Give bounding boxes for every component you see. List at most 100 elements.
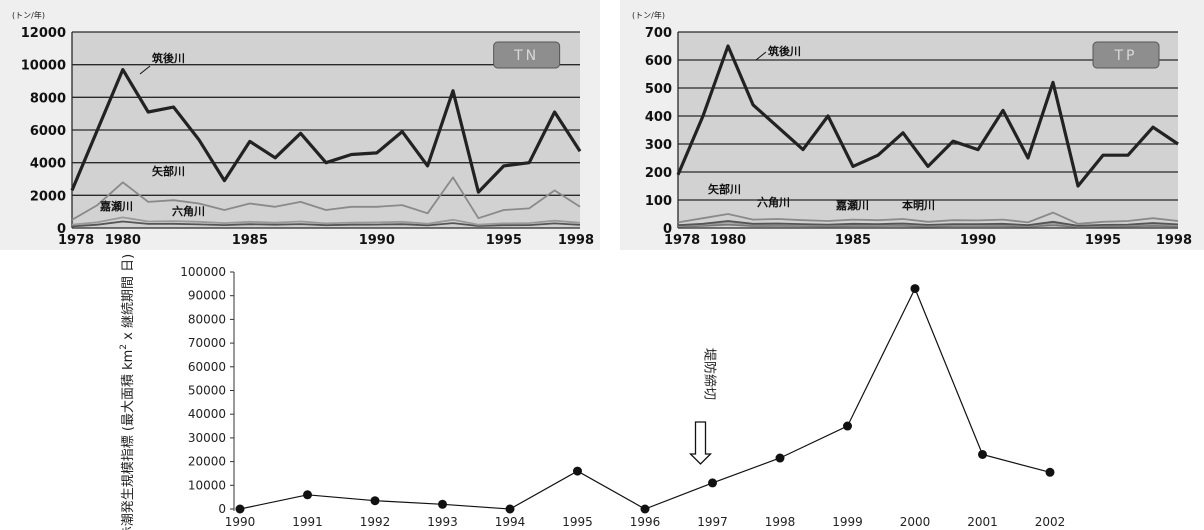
badge-label: TP (1114, 48, 1138, 64)
y-tick-label: 40000 (188, 407, 226, 421)
badge-box (1092, 41, 1160, 69)
y-tick-label: 60000 (188, 360, 226, 374)
tp-svg: 0 100 200 300 400 500 600 700 (トン/年) 1978 1980 1985… (632, 10, 1192, 248)
y-tick-label: 10000 (188, 478, 226, 492)
y-tick-label: 10000 (21, 59, 66, 74)
data-point (505, 504, 515, 514)
y-tick-label: 8000 (30, 91, 66, 106)
series-line (70, 67, 582, 194)
tn-svg: 0 2000 4000 6000 8000 10000 12000 (トン/年) 1978 198… (12, 10, 594, 248)
tp-chart: 0 100 200 300 400 500 600 700 (トン/年) 1978 1980 1985… (620, 0, 1204, 250)
tn-chart: 0 2000 4000 6000 8000 10000 12000 (トン/年) 1978 198… (0, 0, 600, 250)
y-tick-label: 100000 (180, 265, 226, 279)
x-tick-label: 1995 (486, 233, 522, 248)
data-point (370, 496, 380, 506)
y-tick-label: 80000 (188, 312, 226, 326)
series-label: 六角川 (757, 195, 790, 209)
data-point (640, 504, 650, 514)
x-tick-label: 1980 (105, 233, 141, 248)
y-tick-label: 12000 (21, 26, 66, 41)
y-axis-title-part: x 継続期間 日) (121, 254, 136, 344)
x-tick-label: 1994 (495, 515, 526, 529)
y-tick-label: 4000 (30, 157, 66, 172)
series-label: 矢部川 (152, 164, 185, 178)
x-tick-label: 1995 (562, 515, 593, 529)
y-tick-label: 20000 (188, 455, 226, 469)
y-axis-title-part: 赤潮発生規模指標 (最大面積 km (121, 350, 136, 530)
data-point (708, 478, 717, 488)
data-point (303, 490, 312, 500)
series-label: 本明川 (902, 198, 935, 212)
annotation-label: 堤防締切 (702, 348, 718, 400)
y-tick-label: 700 (645, 26, 672, 41)
y-axis-title: 赤潮発生規模指標 (最大面積 km2 x 継続期間 日) (119, 254, 136, 530)
unit-label: (トン/年) (632, 10, 665, 20)
x-tick-label: 1995 (1085, 233, 1121, 248)
y-tick-label: 200 (645, 166, 672, 181)
x-tick-label: 1997 (697, 515, 728, 529)
data-point (775, 453, 785, 463)
x-tick-label: 1978 (58, 233, 94, 248)
series-label: 矢部川 (708, 182, 741, 196)
x-tick-label: 1980 (710, 233, 746, 248)
y-tick-label: 50000 (188, 384, 226, 398)
data-point (1045, 467, 1055, 477)
y-tick-label: 90000 (188, 289, 226, 303)
x-tick-label: 1999 (832, 515, 863, 529)
y-tick-label: 30000 (188, 431, 226, 445)
y-tick-label: 6000 (30, 124, 66, 139)
series-line (239, 287, 1051, 510)
x-tick-label: 1990 (225, 515, 256, 529)
series-label: 嘉瀬川 (835, 198, 869, 212)
series-label: 嘉瀬川 (99, 199, 133, 213)
x-tick-label: 1990 (359, 233, 395, 248)
series-label: 筑後川 (152, 51, 185, 65)
x-tick-label: 2002 (1035, 515, 1066, 529)
unit-label: (トン/年) (12, 10, 45, 20)
data-point (235, 504, 245, 514)
x-tick-label: 1985 (232, 233, 268, 248)
series-line (71, 220, 581, 228)
x-tick-label: 1978 (664, 233, 700, 248)
y-tick-label: 70000 (188, 336, 226, 350)
y-axis-title-superscript: 2 (119, 344, 129, 350)
series-line (71, 216, 581, 226)
data-point (978, 449, 987, 459)
data-point (573, 466, 582, 476)
y-tick-label: 0 (663, 222, 672, 237)
label-leader (139, 65, 151, 75)
label-leader (755, 51, 767, 61)
y-tick-label: 300 (645, 138, 672, 153)
y-tick-label: 500 (645, 82, 672, 97)
x-tick-label: 2000 (900, 515, 931, 529)
y-tick-label: 100 (645, 194, 672, 209)
series-line (677, 223, 1179, 228)
x-tick-label: 1998 (558, 233, 594, 248)
red-tide-svg: 0 10000 20000 30000 40000 50000 60000 70000 8000… (119, 254, 1066, 530)
y-tick-label: 0 (218, 502, 226, 516)
series-label: 筑後川 (768, 44, 801, 58)
x-tick-label: 1991 (292, 515, 323, 529)
y-tick-label: 0 (57, 222, 66, 237)
annotation-arrow (688, 421, 713, 465)
x-tick-label: 1998 (765, 515, 796, 529)
y-tick-label: 2000 (30, 189, 66, 204)
y-tick-label: 600 (645, 54, 672, 69)
y-tick-label: 400 (645, 110, 672, 125)
red-tide-chart: 0 10000 20000 30000 40000 50000 60000 70000 8000… (110, 252, 1104, 530)
x-tick-label: 1996 (630, 515, 661, 529)
x-tick-label: 1990 (960, 233, 996, 248)
badge-box (493, 41, 561, 69)
x-tick-label: 1993 (427, 515, 458, 529)
badge-label: TN (513, 48, 539, 64)
series-line (677, 211, 1179, 225)
data-point (438, 499, 447, 509)
series-line (676, 44, 1179, 188)
series-label: 六角川 (172, 204, 205, 218)
series-line (71, 176, 581, 221)
data-point (910, 284, 920, 294)
x-tick-label: 1992 (360, 515, 391, 529)
x-tick-label: 1998 (1156, 233, 1192, 248)
data-point (843, 421, 852, 431)
x-tick-label: 1985 (835, 233, 871, 248)
